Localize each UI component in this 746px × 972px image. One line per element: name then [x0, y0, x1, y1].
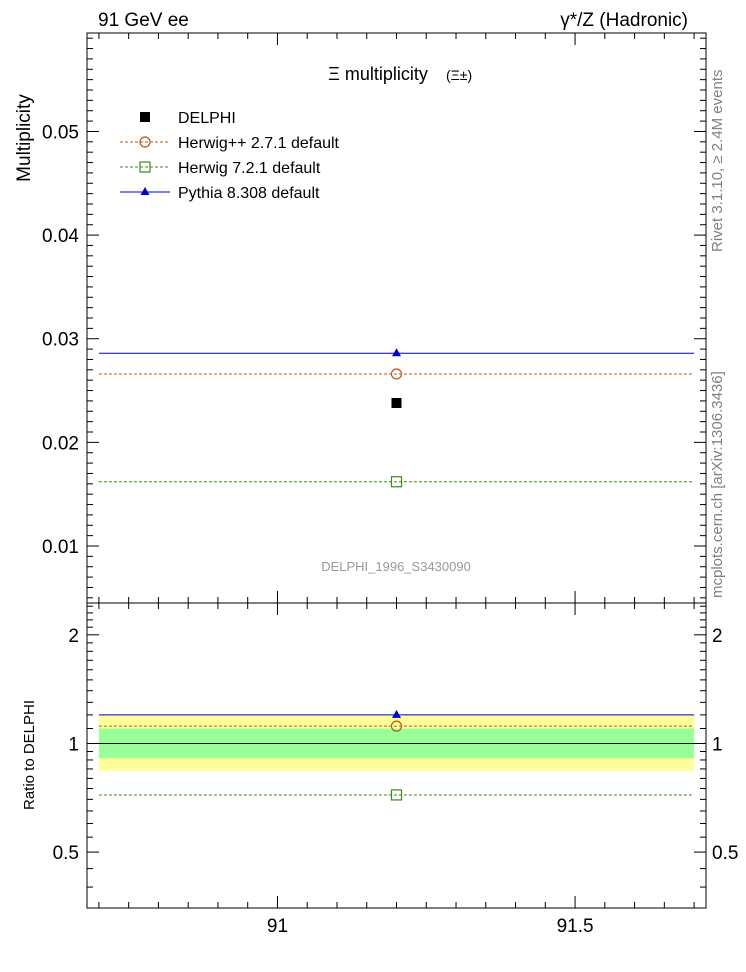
data-point — [392, 348, 401, 357]
ratio-y-axis-label: Ratio to DELPHI — [21, 700, 38, 810]
main-y-tick-labels: 0.01 0.02 0.03 0.04 0.05 — [42, 122, 79, 558]
ratio-point — [392, 709, 401, 718]
analysis-watermark: DELPHI_1996_S3430090 — [321, 559, 471, 574]
ratio-y-tick-label-right: 2 — [712, 626, 723, 647]
data-point — [391, 397, 402, 408]
legend-label: Herwig++ 2.7.1 default — [178, 135, 340, 152]
legend: DELPHI Herwig++ 2.7.1 default Herwig 7.2.1… — [120, 110, 340, 202]
x-tick-label: 91 — [267, 916, 288, 937]
ratio-frame — [86, 602, 707, 909]
main-y-axis-label: Multiplicity — [14, 94, 35, 182]
main-y-tick-label: 0.04 — [42, 226, 79, 247]
ratio-panel: 0.5 0.5 1 1 2 2 91 91.5 Ratio to DELPHI — [21, 602, 739, 937]
ratio-y-tick-label-left: 2 — [68, 626, 79, 647]
chart-title-suffix: (Ξ±) — [446, 67, 472, 83]
legend-marker — [139, 136, 151, 148]
legend-marker — [140, 112, 150, 122]
main-axis-ticks — [87, 33, 706, 603]
chart-title: Ξ multiplicity — [328, 64, 428, 84]
ratio-y-tick-label-right: 0.5 — [712, 843, 738, 864]
x-tick-label: 91.5 — [557, 916, 594, 937]
rivet-label: Rivet 3.1.10, ≥ 2.4M events — [709, 70, 726, 253]
legend-marker — [139, 161, 151, 173]
energy-label: 91 GeV ee — [98, 10, 189, 31]
main-series — [98, 348, 695, 488]
legend-marker — [140, 187, 150, 195]
ratio-series — [98, 709, 695, 801]
ratio-point — [390, 720, 403, 732]
process-label: γ*/Z (Hadronic) — [560, 10, 688, 31]
ratio-bands — [98, 714, 695, 771]
main-panel: 0.01 0.02 0.03 0.04 0.05 Multiplicity Ξ mult… — [14, 32, 707, 604]
data-point — [390, 368, 403, 380]
ratio-y-tick-label-left: 0.5 — [53, 843, 79, 864]
main-y-tick-label: 0.03 — [42, 330, 79, 351]
x-tick-labels: 91 91.5 — [267, 916, 594, 937]
ratio-y-tick-label-left: 1 — [68, 734, 79, 755]
ratio-y-tick-label-right: 1 — [712, 734, 723, 755]
main-y-tick-label: 0.05 — [42, 122, 79, 143]
ratio-y-tick-labels: 0.5 0.5 1 1 2 2 — [53, 626, 739, 864]
mcplots-label: mcplots.cern.ch [arXiv:1306.3436] — [709, 371, 726, 598]
main-y-tick-label: 0.01 — [42, 537, 79, 558]
legend-label: DELPHI — [178, 110, 236, 127]
ratio-axis-ticks — [87, 603, 706, 909]
legend-label: Pythia 8.308 default — [178, 185, 320, 202]
main-y-tick-label: 0.02 — [42, 433, 79, 454]
ratio-point — [390, 789, 403, 801]
legend-label: Herwig 7.2.1 default — [178, 160, 321, 177]
data-point — [390, 476, 403, 488]
